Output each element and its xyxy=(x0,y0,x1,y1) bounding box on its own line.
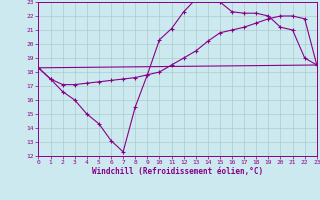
X-axis label: Windchill (Refroidissement éolien,°C): Windchill (Refroidissement éolien,°C) xyxy=(92,167,263,176)
